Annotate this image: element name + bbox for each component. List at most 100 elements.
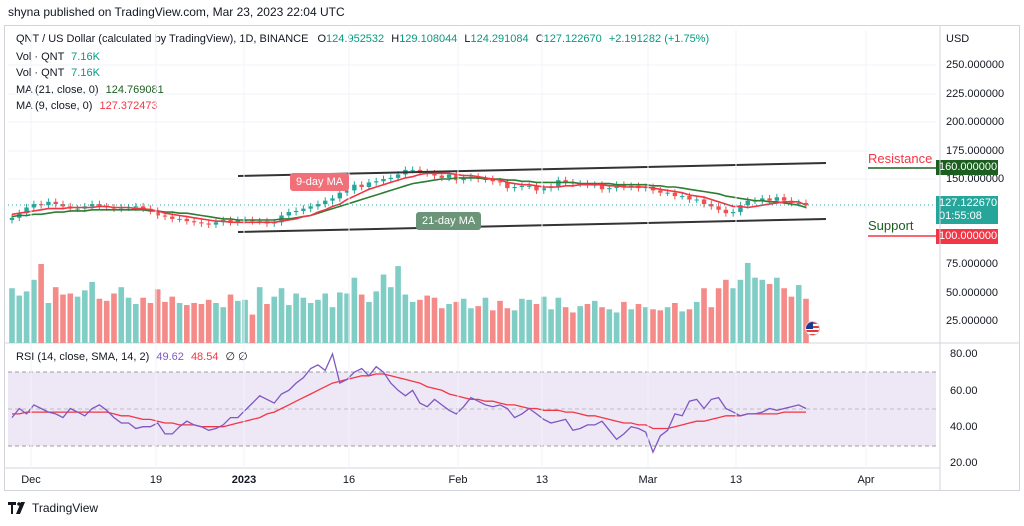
volume-bar[interactable] [184, 305, 190, 343]
volume-bar[interactable] [642, 307, 649, 343]
candle-body[interactable] [177, 218, 182, 220]
candle-body[interactable] [213, 222, 219, 225]
candle-body[interactable] [388, 177, 393, 179]
candle-body[interactable] [323, 200, 328, 205]
candle-body[interactable] [665, 192, 670, 194]
candle-body[interactable] [658, 190, 663, 193]
candle-body[interactable] [556, 180, 561, 187]
candle-body[interactable] [315, 204, 321, 207]
volume-bar[interactable] [599, 307, 605, 343]
volume-bar[interactable] [133, 304, 139, 343]
candle-body[interactable] [133, 206, 139, 208]
candle-body[interactable] [308, 206, 313, 209]
candle-body[interactable] [235, 220, 241, 223]
candle-body[interactable] [439, 175, 444, 178]
volume-bar[interactable] [526, 299, 532, 343]
volume-bar[interactable] [584, 304, 591, 343]
candle-body[interactable] [293, 210, 299, 213]
candle-body[interactable] [599, 184, 605, 190]
volume-bar[interactable] [395, 266, 401, 343]
volume-bar[interactable] [162, 301, 168, 343]
volume-bar[interactable] [60, 294, 66, 343]
candle-body[interactable] [337, 192, 342, 199]
volume-bar[interactable] [475, 306, 482, 343]
candle-body[interactable] [352, 184, 357, 191]
candle-body[interactable] [366, 182, 372, 187]
candle-body[interactable] [672, 192, 678, 197]
volume-bar[interactable] [154, 289, 161, 343]
candle-body[interactable] [140, 206, 146, 209]
volume-bar[interactable] [417, 299, 423, 343]
volume-bar[interactable] [730, 288, 736, 343]
candle-body[interactable] [228, 220, 233, 223]
candle-body[interactable] [374, 181, 379, 183]
candle-body[interactable] [803, 202, 809, 206]
volume-bar[interactable] [409, 301, 416, 343]
candle-body[interactable] [781, 197, 787, 201]
volume-bar[interactable] [788, 296, 795, 343]
volume-bar[interactable] [453, 301, 460, 343]
volume-bar[interactable] [74, 296, 81, 343]
candle-body[interactable] [344, 190, 350, 193]
volume-bar[interactable] [38, 264, 44, 343]
candle-body[interactable] [701, 199, 707, 205]
volume-bar[interactable] [402, 294, 409, 343]
volume-bar[interactable] [16, 295, 23, 343]
volume-bar[interactable] [344, 293, 350, 343]
volume-bar[interactable] [635, 304, 642, 343]
volume-bar[interactable] [591, 300, 598, 343]
volume-bar[interactable] [744, 262, 751, 343]
volume-bar[interactable] [759, 279, 766, 343]
volume-bar[interactable] [23, 291, 30, 343]
volume-bar[interactable] [570, 312, 576, 343]
candle-body[interactable] [541, 188, 546, 191]
candle-body[interactable] [155, 210, 160, 216]
candle-body[interactable] [184, 218, 190, 222]
volume-bar[interactable] [613, 312, 620, 343]
volume-bar[interactable] [256, 287, 263, 343]
volume-bar[interactable] [140, 297, 146, 343]
volume-bar[interactable] [213, 302, 219, 343]
candle-body[interactable] [301, 208, 306, 211]
candle-body[interactable] [461, 177, 466, 181]
volume-bar[interactable] [205, 299, 212, 343]
candle-body[interactable] [760, 198, 765, 201]
volume-bar[interactable] [147, 302, 154, 343]
candle-body[interactable] [97, 204, 102, 207]
candle-body[interactable] [723, 209, 729, 214]
volume-bar[interactable] [227, 294, 234, 343]
volume-bar[interactable] [235, 300, 241, 343]
candle-body[interactable] [497, 181, 503, 183]
candle-body[interactable] [9, 217, 15, 221]
volume-bar[interactable] [708, 307, 715, 343]
candle-body[interactable] [206, 223, 211, 225]
volume-bar[interactable] [519, 298, 525, 343]
volume-bar[interactable] [315, 299, 321, 343]
volume-bar[interactable] [271, 296, 278, 343]
candle-body[interactable] [745, 200, 750, 206]
volume-bar[interactable] [111, 293, 117, 343]
volume-bar[interactable] [489, 310, 496, 343]
volume-bar[interactable] [468, 308, 474, 343]
volume-bar[interactable] [45, 302, 52, 343]
volume-bar[interactable] [278, 288, 285, 343]
candle-body[interactable] [410, 169, 415, 171]
candle-body[interactable] [687, 196, 692, 200]
volume-bar[interactable] [803, 298, 809, 343]
candle-body[interactable] [381, 179, 386, 182]
volume-bar[interactable] [555, 297, 562, 343]
volume-bar[interactable] [67, 293, 74, 343]
candle-body[interactable] [621, 184, 627, 187]
chart-frame[interactable] [4, 25, 1020, 491]
candle-body[interactable] [286, 212, 292, 216]
candle-body[interactable] [767, 198, 772, 201]
candle-body[interactable] [199, 222, 204, 224]
candle-body[interactable] [774, 197, 780, 201]
volume-bar[interactable] [424, 295, 431, 343]
candle-body[interactable] [24, 207, 29, 214]
volume-bar[interactable] [686, 309, 693, 343]
volume-bar[interactable] [366, 301, 372, 343]
volume-bar[interactable] [264, 304, 270, 343]
volume-bar[interactable] [387, 287, 394, 343]
volume-bar[interactable] [293, 293, 299, 343]
